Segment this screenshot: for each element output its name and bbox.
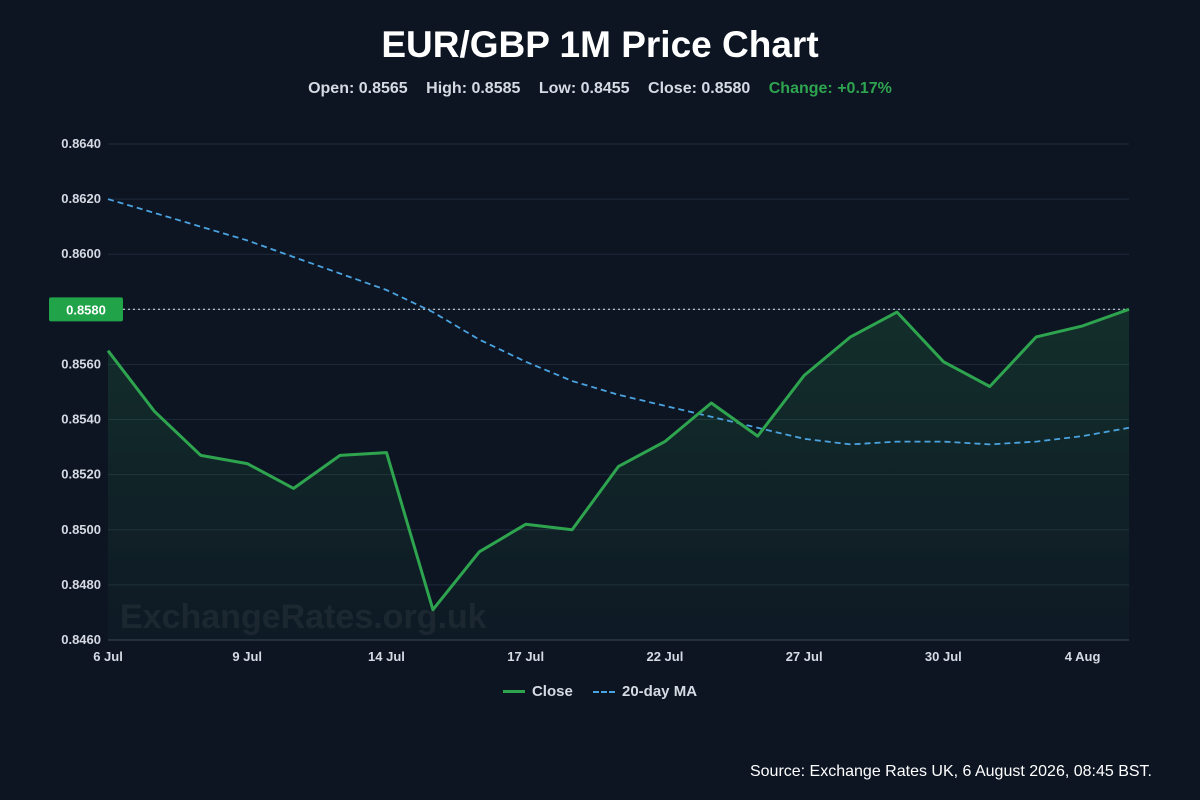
stat-change: Change: +0.17% (768, 80, 892, 97)
legend: Close 20-day MA (0, 682, 1200, 700)
legend-swatch-ma (593, 690, 615, 693)
y-tick-label: 0.8640 (61, 136, 101, 151)
close-point (152, 409, 156, 413)
x-tick-label: 14 Jul (368, 649, 405, 664)
close-point (477, 550, 481, 554)
ma-point (988, 442, 992, 446)
ma-point (849, 442, 853, 446)
y-tick-label: 0.8620 (61, 191, 101, 206)
close-point (895, 310, 899, 314)
close-area-fill (108, 309, 1129, 640)
close-point (292, 486, 296, 490)
ma-series-line (107, 198, 1130, 446)
ma-point (384, 288, 388, 292)
close-point (106, 349, 110, 353)
close-point (802, 373, 806, 377)
close-series-line (106, 307, 1130, 612)
ma-point (756, 426, 760, 430)
y-tick-label: 0.8480 (61, 577, 101, 592)
price-stats: Open: 0.8565 High: 0.8585 Low: 0.8455 Cl… (0, 80, 1200, 98)
ma-point (802, 437, 806, 441)
y-tick-label: 0.8600 (61, 246, 101, 261)
x-tick-label: 9 Jul (232, 649, 262, 664)
ma-point (941, 440, 945, 444)
y-tick-label: 0.8460 (61, 632, 101, 647)
legend-item-close[interactable]: Close (502, 682, 573, 700)
ma-point (292, 255, 296, 259)
ma-point (1034, 440, 1038, 444)
legend-swatch-close (502, 690, 525, 694)
ma-point (1127, 426, 1131, 430)
close-point (941, 360, 945, 364)
ma-point (524, 360, 528, 364)
ma-point (895, 440, 899, 444)
y-tick-label: 0.8520 (61, 467, 101, 482)
ma-point (1081, 434, 1085, 438)
close-point (1034, 335, 1038, 339)
current-price-badge: 0.8580 (49, 297, 123, 322)
close-point (570, 528, 574, 532)
ma-point (570, 379, 574, 383)
close-point (617, 464, 621, 468)
close-point (709, 401, 713, 405)
close-point (524, 522, 528, 526)
ma-point (663, 404, 667, 408)
close-point (988, 384, 992, 388)
x-tick-label: 4 Aug (1065, 649, 1101, 664)
close-point (431, 608, 435, 612)
legend-label-ma: 20-day MA (622, 682, 698, 700)
current-price-label: 0.8580 (66, 302, 106, 317)
legend-label-close: Close (531, 682, 573, 700)
close-point (245, 462, 249, 466)
ma-point (477, 338, 481, 342)
legend-item-ma[interactable]: 20-day MA (593, 683, 697, 700)
close-point (1127, 307, 1131, 311)
ma-point (152, 211, 156, 215)
x-axis-ticks: 6 Jul 9 Jul 14 Jul 17 Jul 22 Jul 27 Jul 30 Jul… (93, 649, 1100, 664)
x-tick-label: 6 Jul (93, 649, 123, 664)
chart-title: EUR/GBP 1M Price Chart (381, 24, 819, 65)
close-point (663, 440, 667, 444)
stat-high: High: 0.8585 (426, 80, 521, 97)
close-point (756, 434, 760, 438)
x-tick-label: 30 Jul (925, 649, 962, 664)
ma-point (709, 415, 713, 419)
x-tick-label: 22 Jul (646, 649, 683, 664)
close-point (338, 453, 342, 457)
close-point (1081, 324, 1085, 328)
source-note: Source: Exchange Rates UK, 6 August 2026… (749, 763, 1152, 780)
ma-point (199, 225, 203, 229)
x-tick-label: 17 Jul (507, 649, 544, 664)
ma-point (245, 238, 249, 242)
y-tick-label: 0.8560 (61, 356, 101, 371)
stat-close: Close: 0.8580 (648, 80, 751, 97)
stat-open: Open: 0.8565 (308, 80, 408, 97)
ma-point (338, 272, 342, 276)
close-point (849, 335, 853, 339)
close-point (384, 451, 388, 455)
ma-point (431, 310, 435, 314)
y-tick-label: 0.8540 (61, 412, 101, 427)
stat-low: Low: 0.8455 (538, 80, 630, 97)
ma-point (617, 393, 621, 397)
ma-point (106, 197, 110, 201)
close-point (199, 453, 203, 457)
x-tick-label: 27 Jul (786, 649, 823, 664)
y-tick-label: 0.8500 (61, 522, 101, 537)
y-axis-ticks: 0.84600.84800.85000.85200.85400.85600.85… (61, 136, 101, 647)
